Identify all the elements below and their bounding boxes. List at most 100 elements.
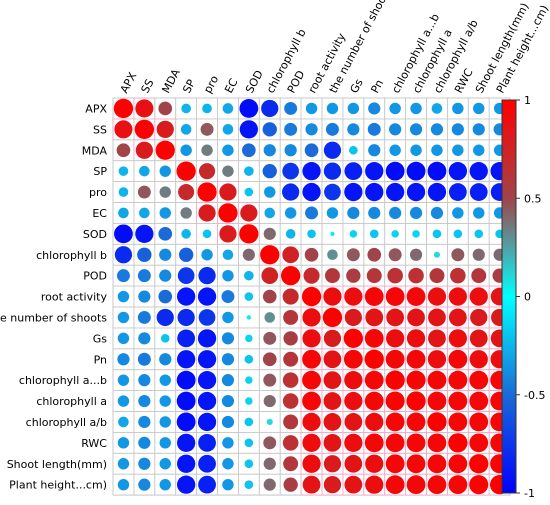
correlation-circle [114,120,133,139]
correlation-circle [222,458,234,470]
colorbar-tick-label: 1 [524,94,531,107]
correlation-circle [137,269,151,283]
correlation-circle [282,183,300,201]
correlation-circle [474,229,484,239]
correlation-circle [469,183,488,201]
correlation-circle [139,165,150,177]
correlation-circle [406,391,426,411]
correlation-circle [181,229,191,239]
row-labels: APX SS MDA SP pro EC SOD chlorophyll b POD root a… [0,102,107,491]
correlation-circle [221,415,235,429]
correlation-circle [263,373,277,387]
correlation-circle [344,433,363,452]
correlation-circle [469,329,488,348]
correlation-circle [409,248,423,261]
correlation-circle [451,248,465,262]
correlation-circle [285,229,296,239]
correlation-circle [202,103,212,114]
correlation-circle [304,143,319,158]
correlation-circle [427,161,447,181]
correlation-circle [448,287,467,306]
row-label: RWC [81,437,107,450]
correlation-circle [386,329,405,348]
correlation-circle [222,144,234,156]
correlation-circle [262,163,277,179]
correlation-circle [305,206,319,220]
correlation-circle [159,374,171,386]
row-label: APX [85,102,107,115]
correlation-circle [159,458,171,470]
column-label: Gs [348,76,366,95]
correlation-circle [198,163,216,180]
correlation-circle [177,475,196,494]
correlation-circle [246,315,252,320]
correlation-circle [430,123,444,136]
correlation-circle [406,182,426,202]
correlation-circle [429,268,445,284]
correlation-circle [176,161,196,181]
correlation-circle [469,350,488,369]
correlation-circle [326,207,339,219]
correlation-circle [323,162,342,180]
correlation-circle [323,141,342,159]
column-label: EC [222,76,240,95]
correlation-circle [197,182,217,202]
correlation-circle [117,311,130,324]
correlation-circle [263,478,276,491]
correlation-circle [301,286,322,307]
correlation-circle [387,267,403,284]
correlation-circle [261,267,279,285]
correlation-circle [117,458,130,470]
correlation-circle [364,433,384,453]
row-label: Plant height...cm) [9,479,107,492]
correlation-circle [323,476,342,494]
correlation-circle [138,332,151,345]
correlation-circle [282,435,299,451]
correlation-circle [302,412,321,432]
correlation-circle [369,229,379,239]
correlation-circle [302,370,321,390]
correlation-circle [385,433,405,453]
correlation-circle [198,454,216,473]
correlation-circle [406,349,426,369]
correlation-circle [448,391,468,411]
correlation-circle [137,185,151,199]
correlation-circle [135,99,154,118]
correlation-circle [302,391,321,411]
correlation-circle [180,207,192,219]
row-label: Gs [93,332,108,345]
correlation-circle [305,102,318,115]
correlation-circle [344,308,362,327]
correlation-circle [198,433,216,452]
correlation-circle [117,478,130,491]
correlation-circle [239,224,259,244]
correlation-circle [176,412,196,432]
correlation-circle [197,329,217,348]
correlation-circle [284,144,297,157]
correlation-circle [385,412,405,432]
row-label: MDA [82,144,108,157]
correlation-circle [406,287,426,306]
correlation-circle [450,267,466,284]
correlation-circle [452,144,464,156]
correlation-circle [469,162,488,181]
correlation-circle [389,144,401,156]
correlation-circle [427,391,447,411]
correlation-circle [263,144,276,157]
correlation-circle [177,433,196,452]
correlation-circle [266,418,273,426]
correlation-circle [343,328,363,348]
correlation-circle [344,454,363,473]
correlation-circle [239,99,259,118]
correlation-circle [159,186,171,198]
row-label: POD [83,270,107,283]
correlation-circle [222,124,234,135]
correlation-circle [264,312,276,323]
row-label: chlorophyll b [36,249,107,262]
correlation-circle [158,101,173,116]
correlation-circle [448,183,467,201]
correlation-circle [222,249,234,261]
correlation-circle [302,329,321,348]
correlation-circle [448,162,467,181]
correlation-circle [412,230,420,238]
